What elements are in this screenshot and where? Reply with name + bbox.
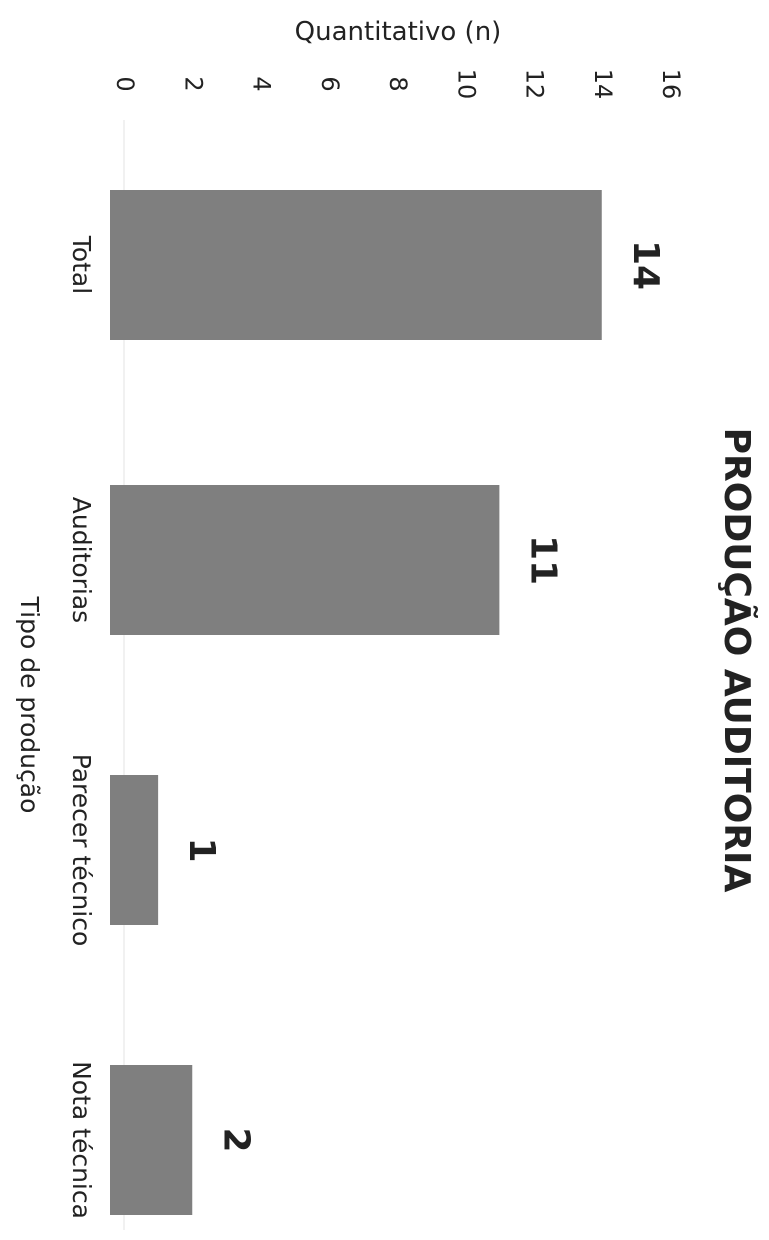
chart-title: PRODUÇÃO AUDITORIA — [716, 428, 758, 893]
bar — [110, 190, 602, 340]
value-tick-label: 16 — [657, 69, 685, 100]
data-label: 2 — [215, 1127, 256, 1152]
value-tick-label: 14 — [589, 69, 617, 100]
category-label: Total — [67, 235, 96, 294]
value-tick-label: 0 — [111, 76, 139, 91]
data-label: 14 — [625, 240, 666, 290]
data-label: 11 — [522, 535, 563, 585]
value-tick-label: 8 — [384, 76, 412, 91]
value-tick-label: 2 — [179, 76, 207, 91]
value-tick-label: 6 — [316, 76, 344, 91]
value-tick-label: 4 — [248, 76, 276, 91]
bar — [110, 775, 159, 925]
category-label: Auditorias — [67, 497, 96, 623]
value-tick-label: 10 — [452, 69, 480, 100]
category-axis-title: Tipo de produção — [15, 596, 44, 814]
category-label: Nota técnica — [67, 1061, 96, 1219]
category-label: Parecer técnico — [67, 754, 96, 947]
bar — [110, 485, 500, 635]
data-label: 1 — [181, 837, 222, 862]
value-tick-label: 12 — [521, 69, 549, 100]
value-axis-title: Quantitativo (n) — [295, 17, 502, 47]
bar — [110, 1065, 193, 1215]
